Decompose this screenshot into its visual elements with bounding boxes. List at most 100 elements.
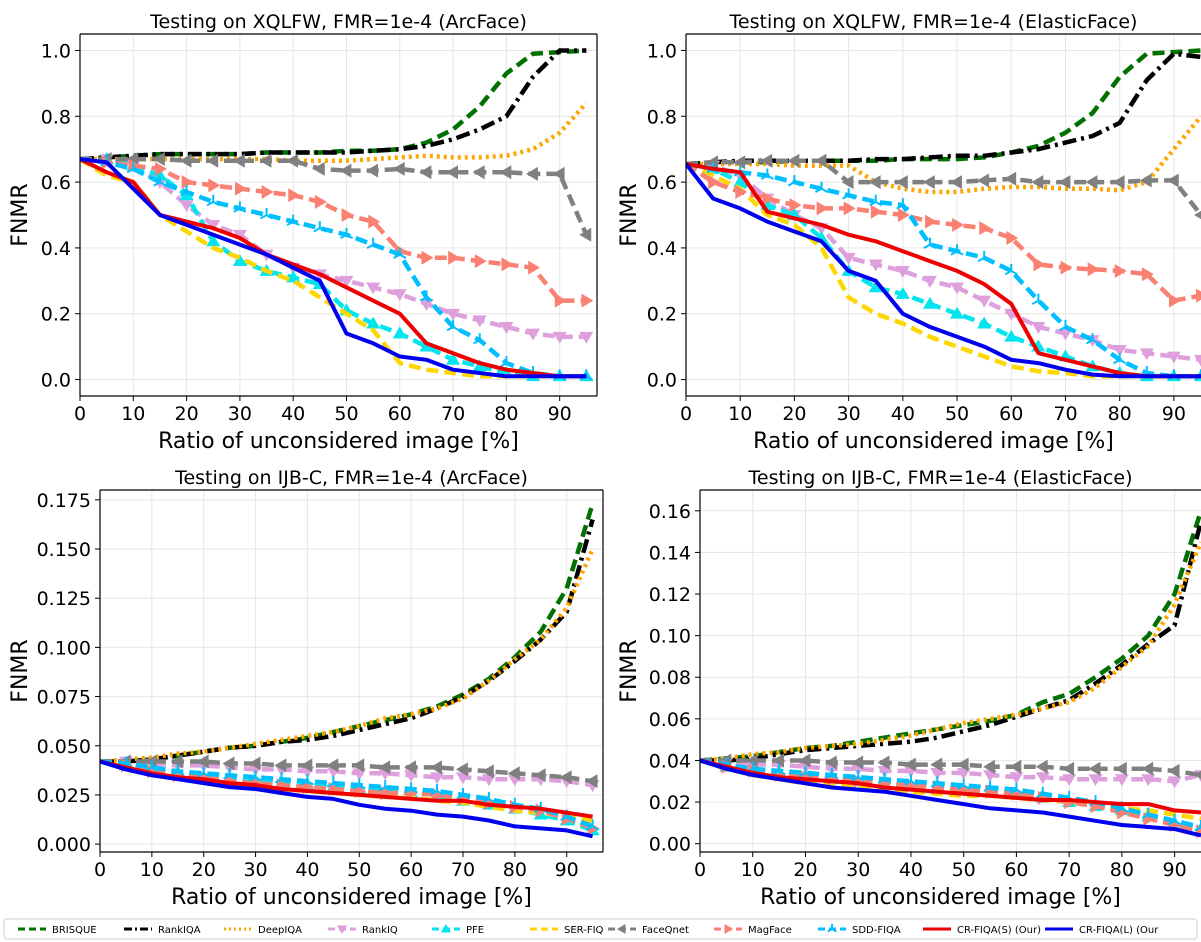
- data-point-marker: [326, 758, 339, 773]
- data-point-marker: [341, 208, 354, 222]
- y-tick-label: 0.10: [649, 626, 691, 648]
- data-point-marker: [393, 247, 407, 259]
- data-point-marker: [474, 254, 487, 269]
- data-point-marker: [234, 181, 247, 196]
- data-point-marker: [877, 772, 892, 784]
- axes-frame: [685, 33, 1201, 397]
- data-point-marker: [456, 787, 470, 800]
- data-point-marker: [1004, 171, 1017, 186]
- x-tick-label: 40: [281, 403, 305, 425]
- data-point-marker: [1196, 288, 1201, 303]
- data-point-marker: [339, 163, 352, 178]
- series-line-cr-fiqa-s-our-: [100, 759, 593, 819]
- x-tick-label: 20: [192, 859, 216, 881]
- data-point-marker: [903, 757, 916, 772]
- data-point-marker: [222, 756, 235, 771]
- data-point-marker: [579, 331, 594, 344]
- grid: [99, 490, 603, 852]
- legend-label: DeepIQA: [258, 925, 302, 936]
- data-point-marker: [312, 161, 325, 176]
- series-line-sdd-fiqa: [686, 161, 1201, 379]
- data-point-marker: [171, 764, 185, 776]
- data-point-marker: [232, 229, 247, 242]
- data-point-marker: [1085, 175, 1098, 190]
- data-point-marker: [816, 201, 829, 216]
- legend-marker: [724, 924, 733, 934]
- legend-item: BRISQUE: [18, 925, 97, 936]
- data-point-marker: [366, 316, 381, 329]
- chart-title: Testing on XQLFW, FMR=1e-4 (ElasticFace): [729, 11, 1138, 33]
- legend-item: MagFace: [714, 924, 792, 936]
- axes-frame: [79, 33, 598, 397]
- series-line-rankiq: [80, 156, 587, 340]
- x-tick-label: 90: [1162, 403, 1186, 425]
- data-point-marker: [392, 289, 407, 301]
- data-point-marker: [762, 191, 775, 206]
- data-point-marker: [248, 770, 263, 782]
- data-point-marker: [1035, 759, 1048, 774]
- data-point-marker: [1113, 352, 1127, 365]
- y-axis-label: FNMR: [617, 183, 642, 246]
- series-line-cr-fiqa-s-our-: [700, 758, 1201, 815]
- data-point-marker: [895, 286, 910, 299]
- data-point-marker: [1058, 328, 1073, 341]
- data-point-marker: [378, 760, 391, 775]
- y-tick-label: 0.6: [647, 172, 677, 194]
- data-point-marker: [760, 168, 774, 180]
- x-tick-label: 50: [952, 859, 976, 881]
- data-point-marker: [313, 221, 327, 233]
- data-point-marker: [868, 175, 881, 190]
- data-point-marker: [404, 782, 418, 794]
- data-point-marker: [181, 175, 194, 190]
- data-point-marker: [956, 757, 969, 772]
- data-point-marker: [1194, 354, 1201, 367]
- data-point-marker: [814, 181, 829, 194]
- data-point-marker: [1114, 263, 1127, 278]
- data-point-marker: [1009, 772, 1024, 785]
- data-point-marker: [1167, 776, 1182, 789]
- data-point-marker: [455, 762, 468, 777]
- x-tick-label: 20: [175, 403, 199, 425]
- data-point-marker: [430, 784, 444, 796]
- data-point-marker: [1033, 257, 1046, 272]
- data-point-marker: [1112, 345, 1127, 357]
- series-line-brisque: [686, 48, 1201, 167]
- series-line-cr-fiqa-s-our-: [686, 162, 1201, 379]
- data-point-marker: [1167, 763, 1180, 778]
- data-point-marker: [868, 259, 883, 272]
- data-point-marker: [507, 766, 520, 781]
- data-point-marker: [1194, 770, 1201, 780]
- legend-item: FaceQnet: [608, 924, 689, 936]
- data-point-marker: [950, 244, 964, 256]
- data-point-marker: [950, 306, 965, 319]
- data-point-marker: [983, 759, 995, 774]
- data-point-marker: [1088, 774, 1103, 787]
- x-tick-label: 0: [94, 859, 106, 881]
- x-tick-label: 30: [243, 859, 267, 881]
- data-point-marker: [554, 293, 567, 308]
- data-point-marker: [1141, 761, 1154, 776]
- data-point-marker: [404, 760, 417, 775]
- data-point-marker: [1031, 175, 1044, 190]
- y-tick-label: 0.075: [37, 687, 91, 709]
- data-point-marker: [930, 757, 943, 772]
- data-point-marker: [552, 331, 567, 344]
- data-point-marker: [499, 356, 513, 368]
- data-point-marker: [1058, 319, 1073, 332]
- data-point-marker: [1088, 761, 1101, 776]
- x-tick-label: 60: [1004, 859, 1028, 881]
- data-point-marker: [126, 161, 140, 174]
- data-point-marker: [1166, 173, 1179, 188]
- data-point-marker: [352, 758, 365, 773]
- data-point-marker: [977, 295, 992, 308]
- legend-item: SDD-FIQA: [818, 924, 901, 936]
- series-group: [700, 510, 1201, 839]
- legend: BRISQUE RankIQA DeepIQA RankIQ PFE SER-FIQ Fac…: [3, 918, 1198, 940]
- data-point-marker: [977, 173, 990, 188]
- y-tick-label: 0.4: [647, 238, 677, 260]
- data-point-marker: [206, 234, 221, 247]
- data-point-marker: [922, 296, 937, 309]
- data-point-marker: [772, 763, 786, 776]
- x-tick-label: 0: [694, 859, 706, 881]
- data-point-marker: [155, 161, 167, 176]
